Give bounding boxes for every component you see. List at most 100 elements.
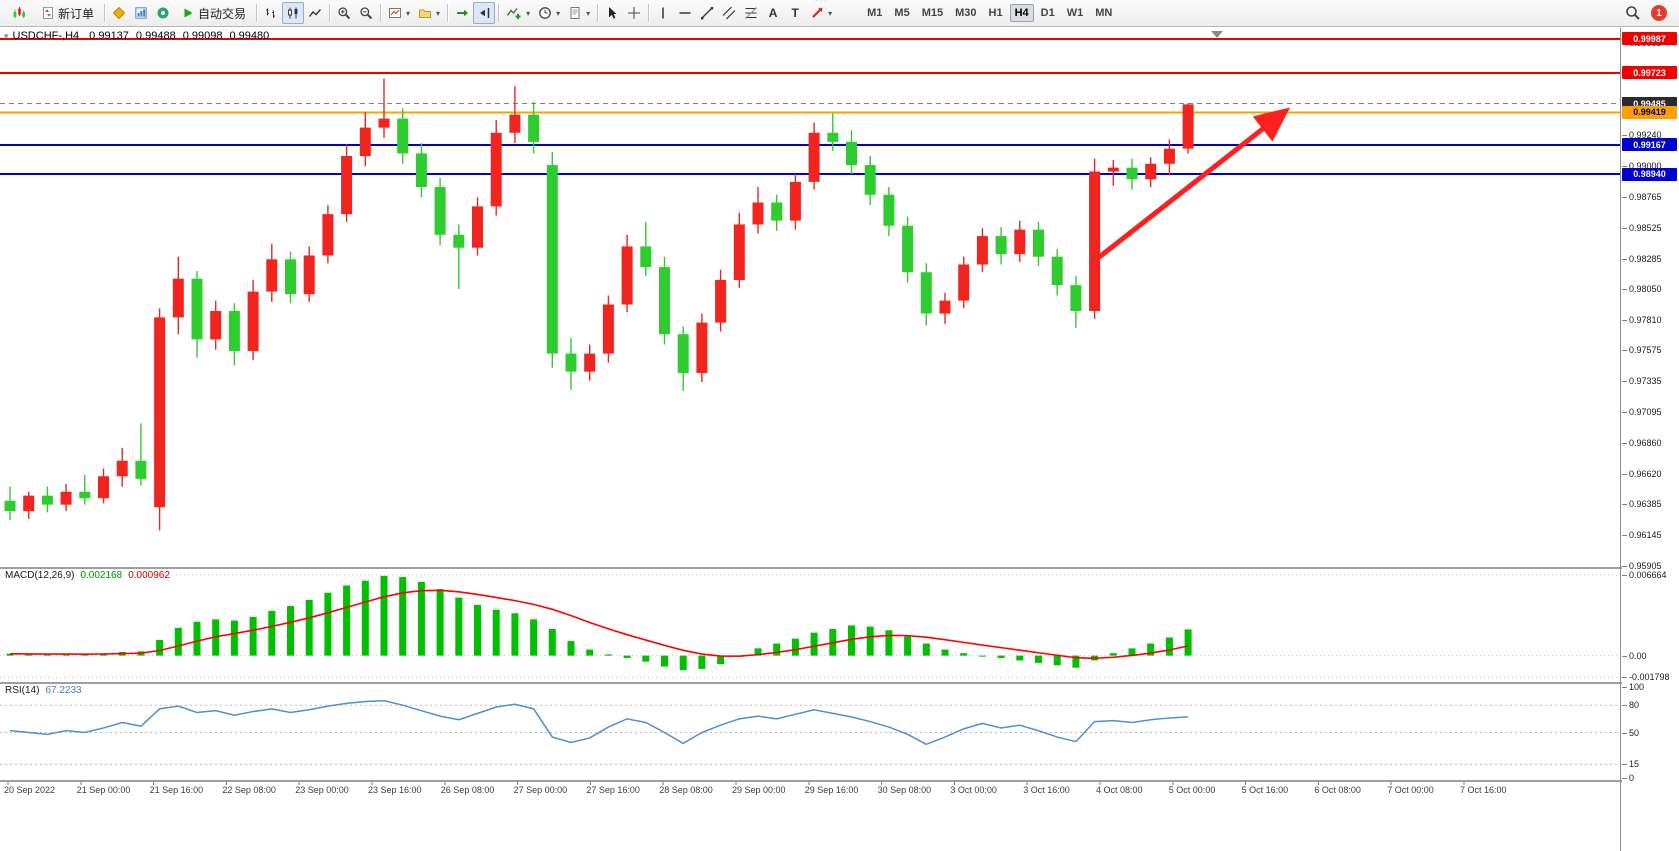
macd-histogram-bar bbox=[1109, 653, 1117, 656]
timeframe-button-d1[interactable]: D1 bbox=[1036, 4, 1060, 22]
chevron-down-icon: ▾ bbox=[828, 8, 833, 18]
zoom-in-button[interactable] bbox=[333, 2, 355, 24]
toolbar: 新订单 自动交易 bbox=[0, 0, 1679, 27]
time-axis[interactable]: 20 Sep 2022 21 Sep 00:00 21 Sep 16:00 22 Se… bbox=[0, 783, 1621, 799]
line-chart-button[interactable] bbox=[304, 2, 326, 24]
new-order-label: 新订单 bbox=[58, 6, 95, 21]
candles-layer[interactable] bbox=[4, 78, 1194, 531]
candlestick-chart-button[interactable] bbox=[282, 2, 305, 24]
strategy-tester-button[interactable] bbox=[130, 2, 152, 24]
panel-divider[interactable] bbox=[0, 682, 1679, 684]
community-button[interactable] bbox=[152, 2, 174, 24]
rsi-scale-tick: 0 bbox=[1621, 773, 1635, 783]
zoom-out-button[interactable] bbox=[355, 2, 377, 24]
time-label: 21 Sep 16:00 bbox=[149, 785, 204, 795]
timeframe-button-m5[interactable]: M5 bbox=[889, 4, 914, 22]
toolbar-separator bbox=[498, 4, 500, 22]
macd-histogram-bar bbox=[623, 655, 631, 659]
time-label: 23 Sep 00:00 bbox=[295, 785, 349, 795]
macd-histogram-bar bbox=[455, 597, 463, 656]
price-tick: 0.99240 bbox=[1622, 130, 1662, 141]
price-line-badge: 0.99167 bbox=[1622, 138, 1677, 152]
macd-histogram-bar bbox=[361, 580, 369, 656]
chart-shift-button[interactable] bbox=[473, 2, 496, 24]
timeframe-button-h1[interactable]: H1 bbox=[984, 4, 1008, 22]
auto-scroll-button[interactable] bbox=[451, 2, 473, 24]
new-chart-button[interactable]: ▾ bbox=[384, 2, 414, 24]
autotrading-play-icon bbox=[184, 8, 193, 18]
trend-arrow-annotation[interactable] bbox=[1095, 107, 1291, 261]
channel-tool-button[interactable] bbox=[718, 2, 740, 24]
profiles-folder-icon bbox=[419, 9, 432, 18]
autotrading-label: 自动交易 bbox=[198, 6, 247, 21]
crosshair-icon bbox=[628, 7, 641, 19]
text-tool-button[interactable]: A bbox=[762, 2, 784, 24]
rsi-panel[interactable] bbox=[0, 699, 1620, 765]
search-button[interactable] bbox=[1621, 2, 1645, 24]
cursor-tool-button[interactable] bbox=[601, 2, 623, 24]
horizontal-line-tool-button[interactable] bbox=[674, 2, 696, 24]
panel-divider[interactable] bbox=[0, 567, 1679, 569]
timeframe-button-mn[interactable]: MN bbox=[1090, 4, 1117, 22]
text-label-tool-button[interactable]: T bbox=[784, 2, 806, 24]
chart-symbol-period: USDCHF-,H4 bbox=[12, 30, 80, 42]
terminal-chart-icon[interactable] bbox=[4, 1, 34, 25]
crosshair-tool-button[interactable] bbox=[623, 2, 645, 24]
timeframe-button-w1[interactable]: W1 bbox=[1062, 4, 1089, 22]
arrows-tool-button[interactable]: ▾ bbox=[806, 2, 836, 24]
chevron-down-icon: ▾ bbox=[586, 8, 591, 18]
macd-histogram-bar bbox=[399, 577, 407, 656]
price-scale[interactable]: 0.999550.992400.990000.987650.985250.982… bbox=[1621, 28, 1679, 851]
macd-signal-value: 0.000962 bbox=[128, 570, 170, 581]
price-tick: 0.96620 bbox=[1622, 468, 1662, 479]
chart-profiles-button[interactable]: ▾ bbox=[414, 2, 444, 24]
timeframe-button-m15[interactable]: M15 bbox=[917, 4, 948, 22]
search-icon bbox=[1626, 6, 1640, 20]
bar-chart-button[interactable] bbox=[260, 2, 282, 24]
templates-button[interactable]: ▾ bbox=[564, 2, 594, 24]
price-line-badge: 0.98940 bbox=[1622, 167, 1677, 181]
macd-histogram-bar bbox=[604, 654, 612, 656]
time-label: 27 Sep 16:00 bbox=[586, 785, 640, 795]
chart-shift-marker[interactable] bbox=[1211, 31, 1223, 38]
macd-histogram-bar bbox=[1053, 655, 1061, 666]
mini-candles-icon bbox=[13, 7, 25, 19]
fibonacci-tool-button[interactable] bbox=[740, 2, 762, 24]
price-tick: 0.99000 bbox=[1622, 161, 1662, 172]
price-line-badge: 0.99987 bbox=[1622, 32, 1677, 46]
market-watch-button[interactable] bbox=[108, 2, 130, 24]
periods-button[interactable]: ▾ bbox=[534, 2, 564, 24]
new-chart-icon bbox=[389, 8, 402, 18]
macd-panel[interactable] bbox=[0, 574, 1620, 678]
macd-histogram-bar bbox=[586, 649, 594, 656]
time-label: 20 Sep 2022 bbox=[4, 785, 56, 795]
chart-ohlc-header: ▾ USDCHF-,H4 0.99137 0.99488 0.99098 0.99480 bbox=[4, 30, 276, 42]
indicators-button[interactable]: ▾ bbox=[502, 2, 534, 24]
macd-histogram-bar bbox=[436, 589, 444, 656]
autotrading-button[interactable]: 自动交易 bbox=[174, 2, 253, 24]
macd-scale-tick: 0.00 bbox=[1622, 650, 1647, 661]
new-order-button[interactable]: 新订单 bbox=[34, 2, 101, 24]
notification-badge[interactable]: 1 bbox=[1651, 5, 1667, 21]
macd-histogram-bar bbox=[287, 606, 294, 656]
timeframe-button-m1[interactable]: M1 bbox=[862, 4, 887, 22]
one-click-trading-toggle[interactable]: ▾ bbox=[4, 31, 9, 41]
price-tick: 0.97575 bbox=[1622, 345, 1662, 356]
macd-histogram-bar bbox=[922, 643, 930, 656]
time-label: 26 Sep 08:00 bbox=[440, 785, 495, 795]
timeframe-button-h4[interactable]: H4 bbox=[1009, 4, 1034, 22]
macd-histogram-bar bbox=[1184, 629, 1192, 656]
macd-histogram-bar bbox=[567, 641, 575, 656]
toolbar-separator bbox=[447, 4, 449, 22]
toolbar-separator bbox=[329, 4, 331, 22]
time-label: 5 Oct 00:00 bbox=[1168, 785, 1216, 795]
macd-histogram-bar bbox=[717, 655, 725, 665]
timeframe-button-m30[interactable]: M30 bbox=[950, 4, 981, 22]
toolbar-separator bbox=[104, 4, 106, 22]
trendline-tool-button[interactable] bbox=[696, 2, 718, 24]
panel-divider[interactable] bbox=[0, 780, 1679, 782]
channel-icon bbox=[722, 6, 736, 20]
vertical-line-tool-button[interactable] bbox=[652, 2, 674, 24]
